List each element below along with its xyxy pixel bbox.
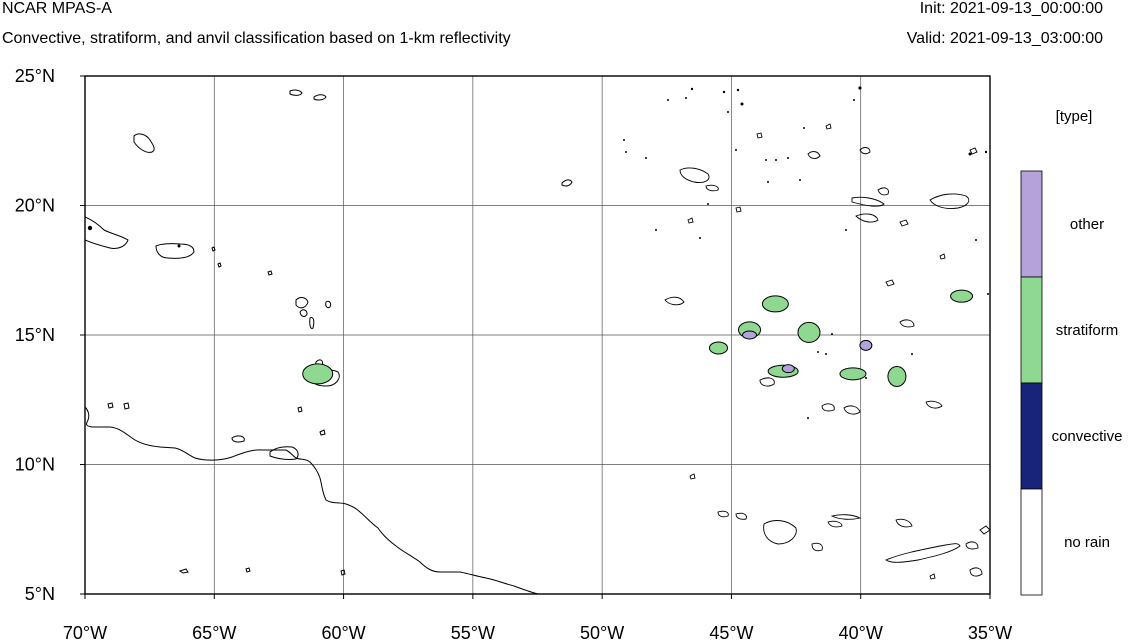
x-tick-label: 50°W [580, 623, 624, 641]
small-cells [87, 86, 989, 419]
x-axis-ticks: 70°W 65°W 60°W 55°W 50°W 45°W 40°W 35°W [63, 594, 1012, 641]
y-tick-label: 5°N [25, 584, 55, 604]
legend-title: [type] [1056, 108, 1093, 125]
legend-label: no rain [1064, 534, 1110, 551]
stratiform-cell [302, 363, 334, 385]
x-tick-label: 70°W [63, 623, 107, 641]
x-tick-label: 65°W [192, 623, 236, 641]
valid-time: Valid: 2021-09-13_03:00:00 [906, 30, 1103, 47]
legend-label: convective [1052, 428, 1123, 445]
gridlines [85, 76, 990, 594]
legend: other stratiform convective no rain [1020, 170, 1123, 596]
other-cell [781, 364, 795, 374]
x-tick-label: 60°W [321, 623, 365, 641]
coastlines [85, 89, 573, 594]
map-subtitle: Convective, stratiform, and anvil classi… [2, 30, 511, 47]
y-tick-label: 25°N [15, 66, 55, 86]
y-tick-label: 20°N [15, 196, 55, 216]
stratiform-cell [797, 321, 821, 343]
y-tick-label: 15°N [15, 325, 55, 345]
init-time: Init: 2021-09-13_00:00:00 [919, 0, 1103, 17]
y-axis-ticks: 25°N 20°N 15°N 10°N 5°N [15, 66, 85, 604]
stratiform-cell [887, 365, 907, 387]
other-cell [859, 339, 873, 351]
no-rain-outlines [664, 123, 990, 580]
plot-border [84, 75, 991, 595]
stratiform-cell [761, 295, 789, 313]
legend-swatch [1020, 382, 1043, 490]
precipitation-cells [302, 289, 974, 387]
stratiform-cell [950, 289, 974, 303]
stratiform-cell [839, 367, 867, 381]
x-tick-label: 35°W [968, 623, 1012, 641]
trinidad-coast [269, 446, 299, 460]
puerto-rico-coast [155, 243, 195, 259]
hispaniola-coast [85, 216, 129, 249]
x-tick-label: 40°W [839, 623, 883, 641]
south-america-coastline [85, 406, 539, 594]
legend-swatch [1020, 170, 1043, 278]
stratiform-cell [709, 341, 728, 355]
map-title: NCAR MPAS-A [2, 0, 112, 17]
y-tick-label: 10°N [15, 455, 55, 475]
x-tick-label: 45°W [709, 623, 753, 641]
legend-label: stratiform [1056, 322, 1119, 339]
legend-label: other [1070, 216, 1104, 233]
legend-swatch [1020, 276, 1043, 384]
x-tick-label: 55°W [451, 623, 495, 641]
legend-swatch [1020, 488, 1043, 596]
other-cell [742, 330, 758, 340]
